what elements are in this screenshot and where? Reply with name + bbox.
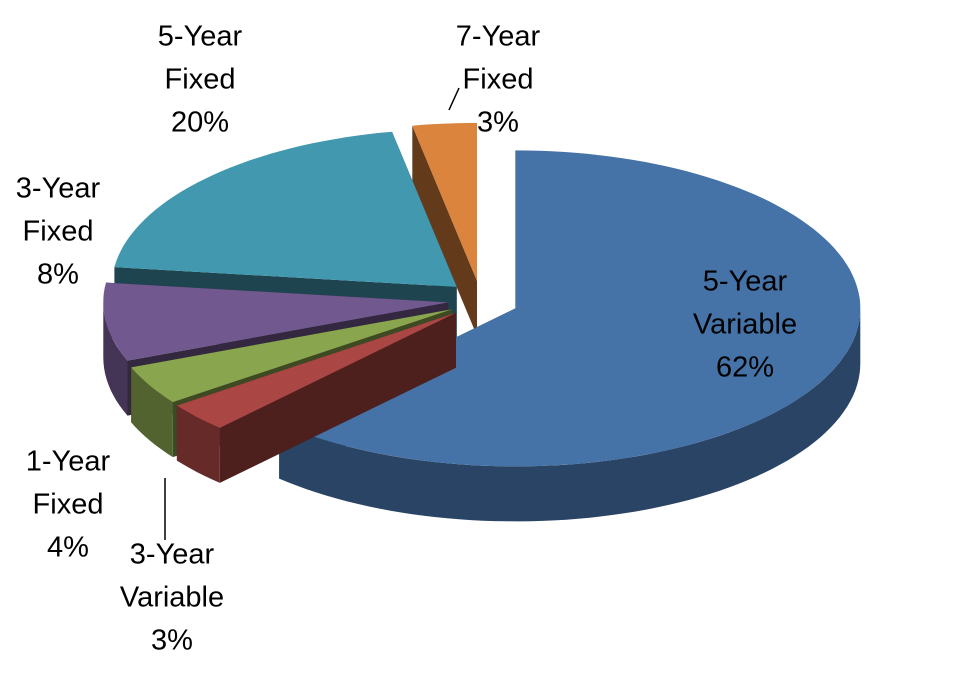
category-label: 3-Year Fixed (15, 172, 101, 248)
category-label: 7-Year Fixed (455, 20, 541, 96)
data-label: 3-Year Fixed 8% (0, 168, 133, 297)
slice (114, 131, 457, 287)
data-label: 3-Year Variable 3% (97, 534, 247, 663)
category-label: 5-Year Fixed (157, 20, 243, 96)
data-label: 1-Year Fixed 4% (0, 441, 143, 570)
data-label: 5-Year Variable 62% (670, 261, 820, 390)
value-label: 8% (37, 258, 79, 291)
slice (279, 150, 861, 467)
slice (131, 309, 452, 403)
leader-line (448, 87, 460, 111)
slice-wall (176, 312, 456, 461)
category-label: 3-Year Variable (119, 538, 225, 614)
slice-side (176, 405, 220, 483)
value-label: 3% (151, 624, 193, 657)
slice (103, 282, 449, 361)
slice (412, 122, 477, 336)
data-label: 5-Year Fixed 20% (125, 16, 275, 145)
category-label: 5-Year Variable (692, 265, 798, 341)
category-label: 1-Year Fixed (25, 445, 111, 521)
slice (176, 312, 456, 483)
slice (412, 122, 477, 281)
slice-wall (131, 309, 452, 423)
slice-wall (412, 125, 477, 336)
slice (176, 312, 456, 428)
data-label: 7-Year Fixed 3% (423, 16, 573, 145)
value-label: 4% (47, 531, 89, 564)
slice-side (131, 367, 173, 458)
value-label: 3% (477, 106, 519, 139)
value-label: 20% (170, 106, 230, 139)
slice-side (279, 308, 861, 522)
value-label: 62% (715, 351, 775, 384)
slice-side (103, 302, 128, 416)
